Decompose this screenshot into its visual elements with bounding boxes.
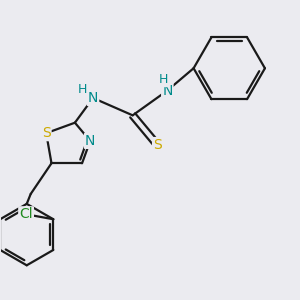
- Text: N: N: [88, 91, 98, 105]
- Text: H: H: [159, 73, 168, 86]
- Text: H: H: [77, 82, 87, 96]
- Text: Cl: Cl: [19, 207, 33, 221]
- Text: N: N: [85, 134, 95, 148]
- Text: S: S: [153, 138, 162, 152]
- Text: N: N: [162, 84, 172, 98]
- Text: S: S: [42, 126, 51, 140]
